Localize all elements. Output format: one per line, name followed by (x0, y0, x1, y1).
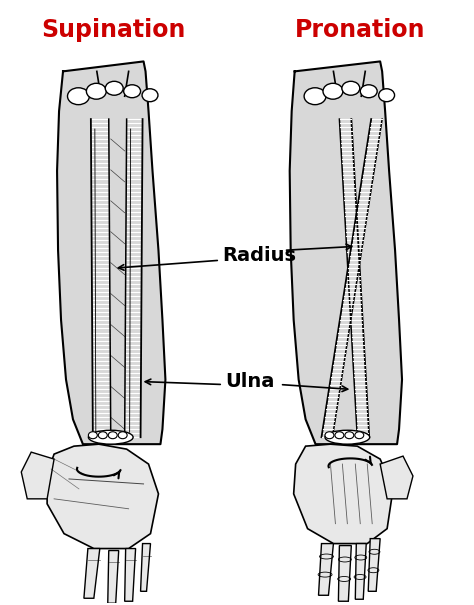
Ellipse shape (86, 83, 106, 99)
Ellipse shape (124, 85, 141, 97)
Polygon shape (380, 456, 413, 499)
Polygon shape (47, 444, 158, 549)
Polygon shape (294, 444, 393, 543)
Ellipse shape (98, 432, 107, 439)
Ellipse shape (345, 432, 354, 439)
Ellipse shape (304, 88, 326, 105)
Ellipse shape (108, 432, 117, 439)
Polygon shape (108, 551, 118, 603)
Ellipse shape (325, 432, 334, 439)
Polygon shape (57, 62, 165, 444)
Ellipse shape (88, 430, 133, 444)
Text: Pronation: Pronation (295, 18, 426, 42)
Polygon shape (368, 538, 380, 591)
Polygon shape (338, 546, 351, 601)
Text: Radius: Radius (222, 246, 296, 265)
Ellipse shape (360, 85, 377, 97)
Polygon shape (21, 452, 54, 499)
Ellipse shape (325, 430, 370, 444)
Ellipse shape (335, 432, 344, 439)
Polygon shape (125, 549, 136, 601)
Ellipse shape (118, 432, 127, 439)
Ellipse shape (342, 81, 360, 95)
Ellipse shape (105, 81, 123, 95)
Polygon shape (319, 543, 333, 595)
Ellipse shape (142, 89, 158, 102)
Polygon shape (356, 543, 366, 599)
Ellipse shape (323, 83, 343, 99)
Polygon shape (84, 549, 100, 598)
Text: Supination: Supination (42, 18, 186, 42)
Ellipse shape (355, 432, 364, 439)
Polygon shape (290, 62, 402, 444)
Text: Ulna: Ulna (225, 372, 274, 391)
Ellipse shape (67, 88, 90, 105)
Ellipse shape (379, 89, 394, 102)
Polygon shape (141, 543, 151, 591)
Ellipse shape (88, 432, 97, 439)
